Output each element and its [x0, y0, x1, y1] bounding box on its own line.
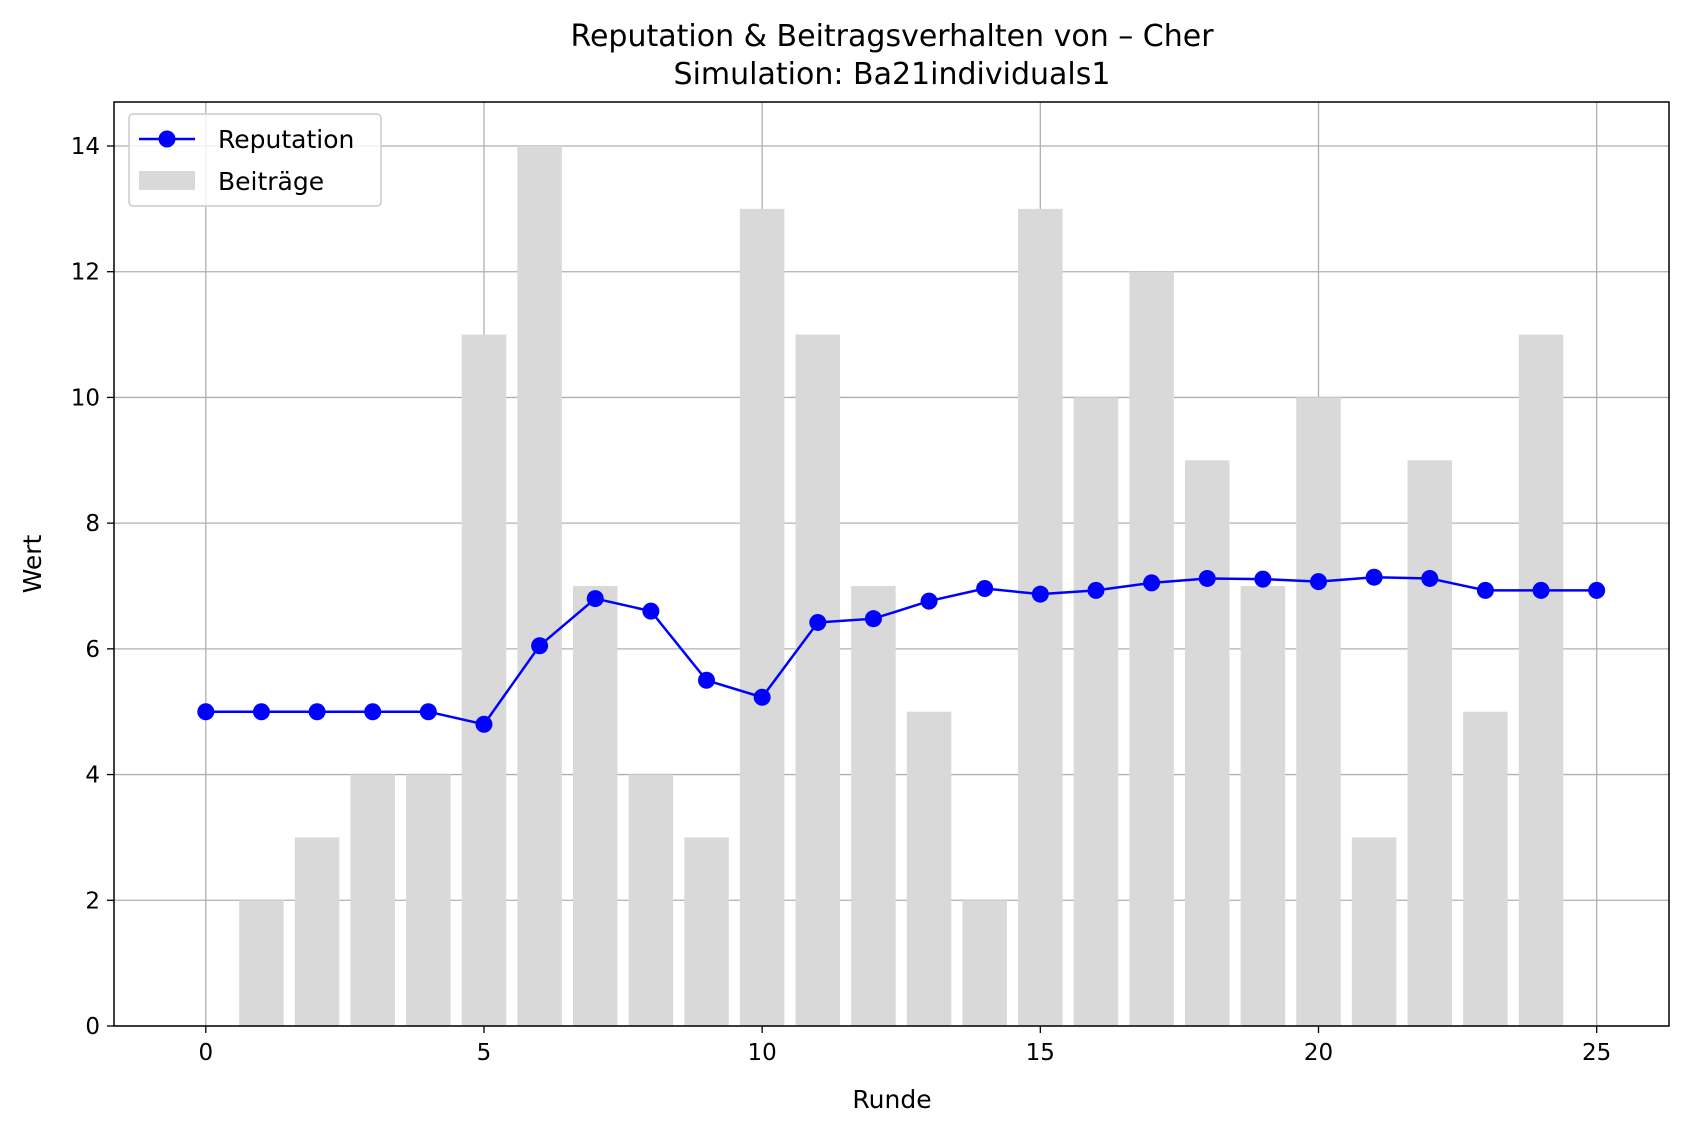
reputation-point: [197, 703, 215, 721]
reputation-point: [531, 637, 549, 655]
bar-beitraege: [962, 900, 1007, 1026]
y-tick-label: 12: [71, 260, 100, 286]
y-tick-label: 6: [85, 637, 100, 663]
reputation-point: [976, 580, 994, 598]
reputation-point: [1476, 581, 1494, 599]
reputation-point: [586, 590, 604, 608]
legend: Reputation Beiträge: [128, 113, 382, 207]
bar-beitraege: [1184, 460, 1230, 1026]
bar-beitraege: [1073, 397, 1119, 1026]
y-axis-label: Wert: [18, 534, 47, 593]
x-tick-label: 5: [477, 1040, 492, 1066]
bar-beitraege: [795, 334, 841, 1027]
y-tick-label: 2: [85, 888, 100, 914]
x-tick-label: 15: [1026, 1040, 1055, 1066]
y-tick-label: 0: [85, 1014, 100, 1040]
x-tick-label: 20: [1304, 1040, 1333, 1066]
legend-reputation-label: Reputation: [218, 125, 354, 154]
bar-beitraege: [572, 586, 618, 1026]
bar-beitraege: [1296, 397, 1341, 1026]
reputation-point: [1365, 568, 1383, 586]
reputation-point: [1198, 569, 1216, 587]
x-tick-label: 25: [1582, 1040, 1611, 1066]
reputation-point: [642, 602, 660, 620]
bar-beitraege: [1518, 334, 1564, 1027]
legend-beitraege-label: Beiträge: [218, 167, 324, 196]
bar-beitraege: [851, 586, 896, 1026]
y-tick-label: 14: [71, 134, 100, 160]
reputation-series: [197, 568, 1606, 733]
reputation-point: [1309, 573, 1327, 591]
reputation-point: [753, 688, 771, 706]
reputation-point: [1143, 574, 1161, 592]
bar-beitraege: [1463, 711, 1508, 1026]
reputation-point: [364, 703, 382, 721]
y-tick-label: 4: [85, 763, 100, 789]
legend-reputation-marker: [158, 130, 176, 148]
y-tick-label: 8: [85, 511, 100, 537]
x-axis: 0 5 10 15 20 25: [198, 1026, 1611, 1066]
x-axis-label: Runde: [852, 1085, 931, 1114]
bar-beitraege: [350, 774, 395, 1026]
chart-subtitle: Simulation: Ba21individuals1: [674, 57, 1111, 92]
x-tick-label: 10: [748, 1040, 777, 1066]
plot-frame: [113, 101, 1670, 1027]
bar-beitraege: [406, 774, 451, 1026]
bar-beitraege: [1351, 837, 1397, 1026]
reputation-point: [1087, 581, 1105, 599]
x-tick-label: 0: [198, 1040, 213, 1066]
reputation-point: [1421, 569, 1439, 587]
bar-beitraege: [684, 837, 729, 1026]
reputation-point: [1532, 581, 1550, 599]
reputation-point: [252, 703, 270, 721]
reputation-point: [475, 715, 493, 733]
bar-beitraege: [1240, 586, 1286, 1026]
bar-beitraege: [739, 208, 785, 1026]
y-tick-label: 10: [71, 385, 100, 411]
bars-group: [239, 146, 1564, 1027]
bar-beitraege: [1129, 271, 1174, 1026]
y-axis: 0 2 4 6 8 10 12 14: [71, 134, 114, 1040]
reputation-point: [920, 592, 938, 610]
bar-beitraege: [906, 711, 952, 1026]
reputation-line: [205, 575, 1597, 726]
bar-beitraege: [1407, 460, 1453, 1026]
bar-beitraege: [239, 900, 284, 1026]
reputation-point: [1588, 581, 1606, 599]
reputation-point: [809, 613, 827, 631]
reputation-point: [864, 610, 882, 628]
bar-beitraege: [461, 334, 507, 1027]
chart-title: Reputation & Beitragsverhalten von – Che…: [570, 19, 1214, 54]
bar-beitraege: [294, 837, 340, 1026]
reputation-point: [1254, 570, 1272, 588]
bar-beitraege: [517, 146, 562, 1026]
legend-beitraege-swatch: [139, 171, 195, 190]
bar-beitraege: [1018, 208, 1063, 1026]
reputation-point: [698, 671, 716, 689]
reputation-point: [1031, 585, 1049, 603]
reputation-point: [419, 703, 437, 721]
bar-beitraege: [628, 774, 674, 1026]
reputation-point: [308, 703, 326, 721]
